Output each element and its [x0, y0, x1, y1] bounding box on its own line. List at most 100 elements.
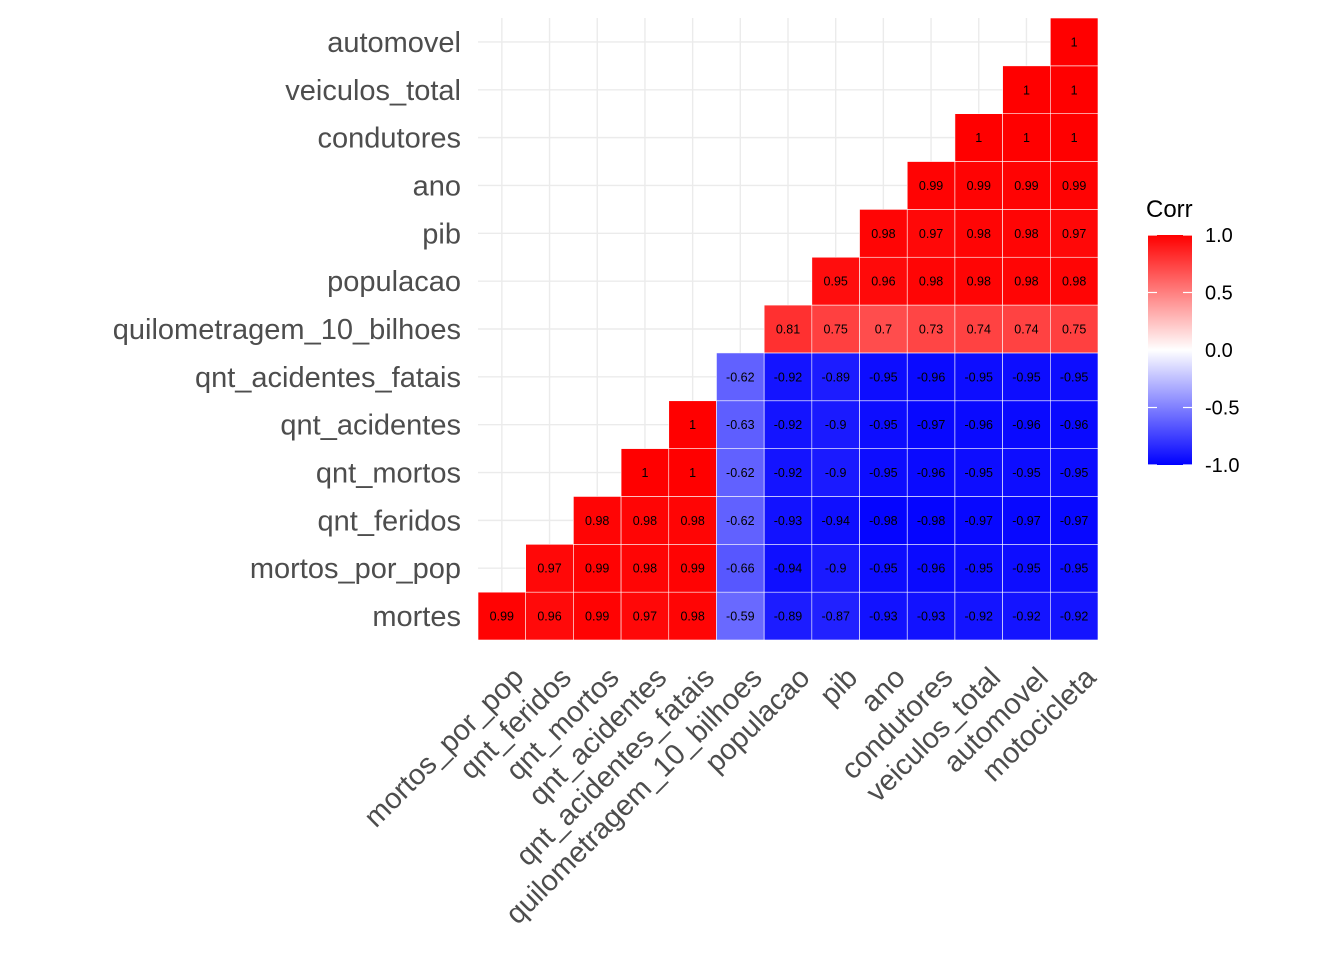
heatmap-cell [1050, 65, 1099, 114]
cell-value-label: 0.98 [680, 514, 704, 528]
heatmap-cell [1050, 256, 1099, 306]
cell-value-label: 0.98 [1014, 275, 1038, 289]
heatmap-cell [1050, 496, 1099, 545]
cell-value-label: 0.98 [871, 227, 895, 241]
heatmap-cell [1002, 161, 1051, 210]
heatmap-cell [1002, 65, 1051, 114]
cell-value-label: 1 [1023, 83, 1030, 97]
heatmap-cell [668, 400, 717, 449]
heatmap-cell [906, 400, 956, 449]
cell-value-label: 0.98 [967, 275, 991, 289]
cell-value-label: -0.66 [726, 562, 755, 576]
cell-value-label: -0.92 [774, 370, 803, 384]
cell-value-label: -0.97 [1060, 514, 1089, 528]
heatmap-cell [954, 352, 1003, 402]
heatmap-cell [811, 304, 860, 354]
heatmap-cell [811, 400, 860, 449]
heatmap-cell [1002, 591, 1051, 641]
heatmap-cell [811, 352, 860, 402]
cell-value-label: 0.99 [490, 610, 514, 624]
heatmap-cell [763, 304, 813, 354]
cell-value-label: -0.95 [1012, 562, 1041, 576]
cell-value-label: -0.89 [774, 610, 803, 624]
cell-value-label: -0.96 [917, 466, 946, 480]
y-tick-label: veiculos_total [285, 75, 461, 107]
cell-value-label: -0.97 [917, 418, 946, 432]
heatmap-cell [763, 591, 813, 641]
heatmap-cell [477, 591, 526, 641]
cell-value-label: -0.95 [869, 562, 898, 576]
y-tick-label: ano [413, 170, 461, 202]
cell-value-label: -0.95 [869, 466, 898, 480]
cell-value-label: 1 [689, 418, 696, 432]
y-tick-label: quilometragem_10_bilhoes [113, 314, 461, 346]
heatmap-cell [716, 591, 765, 641]
cell-value-label: 0.73 [919, 323, 943, 337]
heatmap-cell [954, 209, 1003, 258]
cell-value-label: 1 [1071, 35, 1078, 49]
cell-value-label: 0.98 [1062, 275, 1086, 289]
heatmap-cell [811, 591, 860, 641]
cell-value-label: -0.9 [825, 418, 847, 432]
cell-value-label: -0.9 [825, 562, 847, 576]
heatmap-cell [859, 496, 908, 545]
heatmap-cell [906, 496, 956, 545]
y-tick-label: populacao [327, 266, 461, 298]
heatmap-cell [1050, 304, 1099, 354]
cell-value-label: -0.94 [821, 514, 850, 528]
cell-value-label: -0.97 [1012, 514, 1041, 528]
cell-value-label: 0.98 [967, 227, 991, 241]
cell-value-label: -0.95 [1012, 370, 1041, 384]
cell-value-label: -0.95 [1060, 466, 1089, 480]
y-tick-label: qnt_mortos [316, 458, 461, 490]
cell-value-label: 0.98 [633, 514, 657, 528]
heatmap-cell [620, 448, 670, 497]
cell-value-label: -0.98 [869, 514, 898, 528]
heatmap-cell [906, 209, 956, 258]
cell-value-label: -0.96 [1012, 418, 1041, 432]
heatmap-cell [811, 496, 860, 545]
cell-value-label: 0.99 [585, 610, 609, 624]
heatmap-cell [906, 304, 956, 354]
heatmap-cell [620, 591, 670, 641]
cell-value-label: -0.95 [965, 562, 994, 576]
x-tick-label: pib [814, 662, 864, 712]
heatmap-cell [573, 591, 622, 641]
heatmap-cell [1050, 17, 1099, 67]
y-tick-label: qnt_acidentes [280, 410, 461, 442]
cell-value-label: -0.94 [774, 562, 803, 576]
cell-value-label: -0.92 [965, 610, 994, 624]
cell-value-label: 1 [1023, 131, 1030, 145]
heatmap-cell [763, 352, 813, 402]
heatmap-cell [1002, 448, 1051, 497]
color-legend: Corr 1.0 0.5 0.0 -0.5 -1.0 [1146, 196, 1239, 477]
heatmap-cell [906, 448, 956, 497]
x-axis-tick-labels: mortos_por_popqnt_feridosqnt_mortosqnt_a… [358, 661, 1103, 930]
heatmap-cell [954, 448, 1003, 497]
cell-value-label: -0.92 [1012, 610, 1041, 624]
cell-value-label: -0.92 [774, 466, 803, 480]
cell-value-label: -0.92 [1060, 610, 1089, 624]
heatmap-cell [1002, 256, 1051, 306]
cell-value-label: -0.96 [965, 418, 994, 432]
heatmap-cell [1050, 161, 1099, 210]
heatmap-cell [906, 544, 956, 593]
y-tick-label: pib [422, 218, 461, 250]
heatmap-cell [954, 496, 1003, 545]
cell-value-label: 0.95 [824, 275, 848, 289]
cell-value-label: -0.87 [821, 610, 850, 624]
cell-value-label: -0.96 [917, 370, 946, 384]
y-tick-label: mortos_por_pop [250, 553, 461, 585]
legend-tick-label: 1.0 [1205, 225, 1233, 247]
heatmap-cell [525, 544, 574, 593]
y-tick-label: qnt_feridos [318, 505, 462, 537]
heatmap-cell [859, 209, 908, 258]
cell-value-label: -0.95 [869, 418, 898, 432]
cell-value-label: 0.97 [919, 227, 943, 241]
heatmap-cell [573, 496, 622, 545]
heatmap-cell [1050, 209, 1099, 258]
heatmap-cell [954, 161, 1003, 210]
cell-value-label: 0.99 [585, 562, 609, 576]
